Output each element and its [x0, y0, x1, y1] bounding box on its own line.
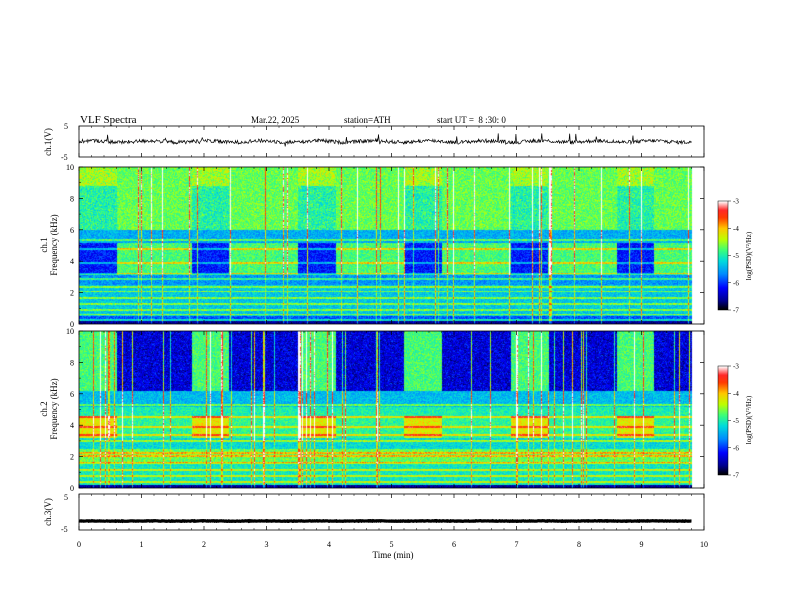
- colorbar-tick-label: -5: [733, 252, 739, 260]
- ch1-colorbar-gradient: [718, 201, 728, 310]
- ch1-spectrogram-panel: 0 2 4 6 8 10 ch.1 Frequency (kHz): [39, 163, 705, 329]
- colorbar-tick-label: -3: [733, 198, 739, 206]
- ch1-spec-label: ch.1: [39, 237, 49, 252]
- x-tick-label: 6: [452, 540, 456, 549]
- figure-title: VLF Spectra: [80, 114, 137, 126]
- ch3-waveform-panel: 5 -5 ch.3(V): [43, 493, 705, 534]
- x-tick-label: 7: [515, 540, 519, 549]
- colorbar-tick-label: -6: [733, 279, 739, 287]
- colorbar-tick-label: -4: [733, 225, 739, 233]
- ch3-waveform-trace: [78, 518, 692, 524]
- freq-tick-label: 4: [70, 257, 74, 266]
- time-axis-label: Time (min): [373, 550, 414, 560]
- colorbar-tick-label: -7: [733, 472, 739, 480]
- ch2-colorbar-label: log(PSD)(V²/Hz): [745, 395, 753, 444]
- ch2-spectrogram-panel: 0 2 4 6 8 10 ch.2 Frequency (kHz): [39, 327, 705, 493]
- x-tick-label: 9: [640, 540, 644, 549]
- ch2-spec-label: ch.2: [39, 401, 49, 416]
- ch1-freq-label: Frequency (kHz): [49, 214, 59, 275]
- ch3-waveform-frame: [78, 493, 705, 531]
- freq-tick-label: 2: [70, 453, 74, 462]
- ch1-waveform-panel: 5 -5 ch.1(V): [43, 122, 705, 162]
- colorbar-tick-label: -5: [733, 417, 739, 425]
- freq-tick-label: 4: [70, 421, 74, 430]
- colorbar-tick-label: -6: [733, 444, 739, 452]
- x-tick-label: 2: [202, 540, 206, 549]
- ch1-colorbar-label: log(PSD)(V²/Hz): [745, 231, 753, 280]
- freq-tick-label: 6: [70, 226, 74, 235]
- x-tick-label: 3: [265, 540, 269, 549]
- freq-tick-label: 0: [70, 484, 74, 493]
- ch1-ytick-bottom: -5: [61, 153, 68, 162]
- start-ut-label: start UT = 8 :30: 0: [437, 115, 506, 125]
- date-label: Mar.22, 2025: [251, 115, 300, 125]
- freq-tick-label: 2: [70, 289, 74, 298]
- ch1-freq-ticks: 0 2 4 6 8 10: [66, 163, 704, 329]
- ch1-ytick-top: 5: [64, 122, 68, 131]
- freq-tick-label: 10: [66, 327, 74, 336]
- x-tick-label: 0: [77, 540, 81, 549]
- ch2-colorbar: -3 -4 -5 -6 -7 log(PSD)(V²/Hz): [717, 363, 753, 480]
- x-tick-label: 5: [390, 540, 394, 549]
- colorbar-tick-label: -4: [733, 390, 739, 398]
- colorbar-tick-label: -7: [733, 307, 739, 315]
- ch3-ylabel: ch.3(V): [43, 498, 53, 526]
- ch1-waveform-trace: [78, 133, 692, 147]
- freq-tick-label: 10: [66, 163, 74, 172]
- colorbar-tick-label: -3: [733, 363, 739, 371]
- station-label: station=ATH: [344, 115, 391, 125]
- freq-tick-label: 8: [70, 194, 74, 203]
- ch1-colorbar-ticks: -3 -4 -5 -6 -7: [728, 198, 739, 315]
- freq-tick-label: 0: [70, 320, 74, 329]
- freq-tick-label: 8: [70, 358, 74, 367]
- ch1-colorbar: -3 -4 -5 -6 -7 log(PSD)(V²/Hz): [717, 198, 753, 315]
- ch2-freq-label: Frequency (kHz): [49, 378, 59, 439]
- freq-tick-label: 6: [70, 390, 74, 399]
- x-tick-label: 10: [700, 540, 708, 549]
- ch1-ylabel: ch.1(V): [43, 128, 53, 156]
- x-tick-label: 1: [140, 540, 144, 549]
- ch3-ytick-top: 5: [64, 493, 68, 502]
- ch2-colorbar-gradient: [718, 366, 728, 475]
- ch2-colorbar-ticks: -3 -4 -5 -6 -7: [728, 363, 739, 480]
- ch2-spectrogram-image: [79, 331, 704, 488]
- x-tick-label: 4: [327, 540, 331, 549]
- ch3-ytick-bottom: -5: [61, 525, 68, 534]
- time-axis-ticks: 0 1 2 3 4 5 6 7 8 9 10: [77, 126, 708, 549]
- x-tick-label: 8: [577, 540, 581, 549]
- ch1-spectrogram-image: [79, 167, 704, 324]
- ch2-freq-ticks: 0 2 4 6 8 10: [66, 327, 704, 493]
